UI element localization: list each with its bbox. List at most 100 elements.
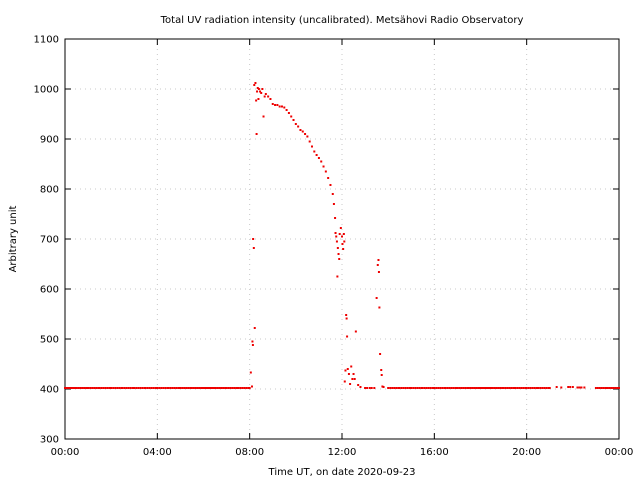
- data-point: [210, 387, 213, 389]
- data-point: [297, 125, 300, 128]
- data-point: [261, 88, 264, 90]
- data-point: [525, 387, 528, 389]
- data-point: [251, 340, 254, 343]
- data-point: [194, 387, 197, 389]
- data-point: [118, 387, 121, 389]
- data-point: [504, 387, 507, 389]
- data-point: [189, 387, 192, 389]
- data-point: [608, 387, 611, 389]
- data-point: [616, 387, 619, 389]
- data-point: [248, 387, 251, 389]
- data-point: [249, 371, 252, 374]
- data-point: [393, 387, 396, 389]
- data-point: [64, 387, 66, 389]
- data-point: [408, 387, 411, 389]
- data-point: [437, 387, 440, 389]
- data-point: [444, 387, 447, 389]
- y-axis-label: Arbitrary unit: [8, 206, 19, 273]
- data-point: [278, 105, 281, 108]
- data-point: [342, 233, 345, 235]
- data-point: [376, 264, 379, 266]
- x-tick-label: 16:00: [420, 447, 449, 458]
- data-point: [243, 387, 246, 389]
- data-point: [256, 87, 259, 89]
- data-point: [541, 387, 544, 389]
- data-point: [481, 387, 484, 389]
- data-point: [357, 384, 360, 386]
- data-point: [202, 387, 205, 389]
- data-point: [506, 387, 509, 389]
- data-point: [98, 387, 101, 389]
- data-point: [420, 387, 423, 389]
- data-point: [131, 387, 134, 389]
- x-tick-label: 00:00: [605, 447, 634, 458]
- data-point: [104, 387, 107, 389]
- data-point: [154, 387, 157, 389]
- data-point: [341, 243, 344, 245]
- data-point: [377, 271, 380, 273]
- y-tick-label: 300: [40, 435, 59, 446]
- data-point: [75, 387, 78, 389]
- data-point: [337, 253, 340, 255]
- data-point: [204, 387, 207, 389]
- data-point: [322, 165, 325, 168]
- data-point: [292, 119, 295, 121]
- data-point: [245, 387, 248, 389]
- data-point: [527, 387, 530, 389]
- data-point: [102, 387, 105, 389]
- data-point: [375, 297, 378, 299]
- data-point: [139, 387, 142, 389]
- data-point: [354, 330, 357, 333]
- data-point: [334, 217, 337, 219]
- data-point: [262, 115, 265, 118]
- data-point: [456, 387, 459, 389]
- data-point: [294, 123, 297, 125]
- y-tick-label: 500: [40, 335, 59, 346]
- data-point: [427, 387, 430, 389]
- data-point: [501, 387, 504, 389]
- data-point: [418, 387, 421, 389]
- data-point: [274, 104, 277, 106]
- data-point: [301, 130, 304, 133]
- data-point: [212, 387, 215, 389]
- data-point: [256, 90, 259, 93]
- data-point: [341, 235, 343, 238]
- data-point: [317, 157, 320, 159]
- data-point: [254, 82, 257, 84]
- data-point: [83, 387, 86, 389]
- data-point: [255, 99, 258, 102]
- data-point: [531, 387, 534, 389]
- data-point: [120, 387, 123, 389]
- data-point: [379, 353, 382, 355]
- data-point: [287, 112, 290, 114]
- data-point: [387, 387, 390, 389]
- data-point: [347, 373, 350, 375]
- data-point: [150, 387, 153, 389]
- data-point: [368, 387, 371, 389]
- data-point: [222, 387, 225, 389]
- data-point: [85, 387, 88, 389]
- data-point: [414, 387, 417, 389]
- data-point: [502, 387, 505, 389]
- data-point: [429, 387, 432, 389]
- data-point: [229, 387, 232, 389]
- data-point: [263, 95, 266, 98]
- data-point: [177, 387, 180, 389]
- data-point: [251, 344, 254, 346]
- data-point: [373, 387, 376, 389]
- data-point: [185, 387, 188, 389]
- data-point: [421, 387, 424, 389]
- data-point: [224, 387, 227, 389]
- x-axis-label: Time UT, on date 2020-09-23: [268, 467, 416, 478]
- data-point: [74, 387, 76, 389]
- data-point: [327, 177, 330, 179]
- data-point: [529, 387, 532, 389]
- data-point: [497, 387, 500, 389]
- data-point: [346, 335, 349, 338]
- data-point: [112, 387, 115, 389]
- data-point: [269, 98, 272, 100]
- data-point: [614, 387, 617, 389]
- data-point: [583, 386, 586, 389]
- data-point: [192, 387, 195, 389]
- data-point: [116, 387, 119, 389]
